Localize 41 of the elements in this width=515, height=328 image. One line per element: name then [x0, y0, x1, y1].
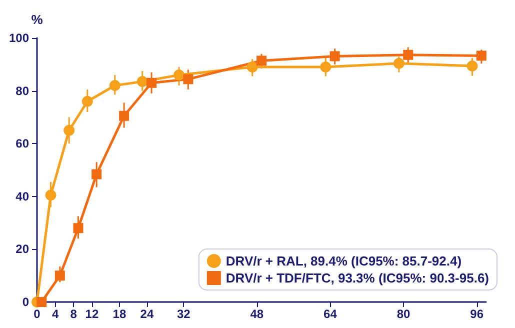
x-tick-label: 8: [70, 307, 78, 321]
point: [256, 56, 266, 66]
x-tick-label: 12: [85, 307, 99, 321]
point: [36, 297, 47, 307]
point: [45, 190, 56, 201]
point: [174, 69, 185, 80]
legend-label: DRV/r + RAL, 89.4% (IC95%: 85.7-92.4): [226, 254, 462, 268]
point: [246, 62, 258, 73]
legend-label: DRV/r + TDF/FTC, 93.3% (IC95%: 90.3-95.6): [226, 270, 490, 286]
y-tick-label: 20: [16, 242, 30, 256]
point: [330, 51, 340, 62]
point: [82, 96, 93, 107]
point: [393, 58, 404, 69]
x-tick-label: 0: [34, 307, 41, 321]
point: [146, 78, 157, 88]
y-tick-label: 100: [8, 31, 30, 45]
x-tick-label: 64: [324, 307, 338, 321]
point: [183, 74, 194, 84]
y-tick-label: 60: [16, 136, 30, 151]
point: [466, 60, 478, 72]
point: [403, 50, 414, 60]
point: [73, 223, 84, 234]
y-tick-label: 40: [16, 189, 30, 204]
x-tick-label: 80: [396, 307, 411, 321]
x-tick-label: 48: [250, 307, 264, 321]
x-tick-label: 32: [176, 307, 191, 321]
y-axis-title: %: [31, 12, 44, 27]
point: [320, 62, 332, 73]
point: [92, 169, 102, 180]
point: [109, 80, 120, 92]
y-tick-label: 0: [22, 295, 30, 309]
point: [54, 270, 65, 281]
point: [476, 50, 486, 61]
point: [119, 110, 130, 121]
point: [64, 124, 75, 136]
x-tick-label: 24: [140, 307, 154, 321]
y-tick-label: 80: [16, 84, 30, 98]
x-tick-label: 18: [112, 307, 126, 321]
x-tick-label: 4: [52, 307, 59, 321]
x-tick-label: 96: [470, 307, 484, 321]
point: [136, 76, 148, 88]
